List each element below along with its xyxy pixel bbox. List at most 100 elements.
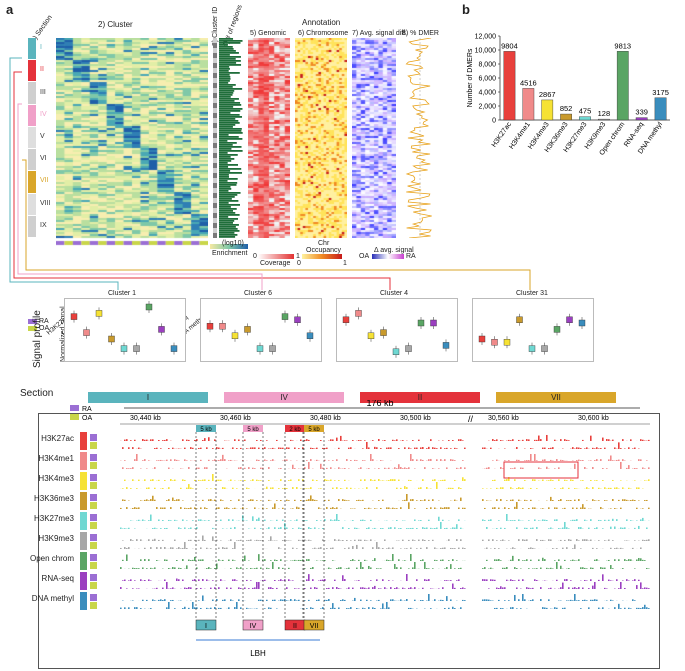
signal-bar: [178, 460, 180, 461]
signal-bar: [308, 488, 310, 489]
signal-bar: [564, 439, 566, 441]
signal-bar: [572, 548, 574, 549]
signal-bar: [168, 467, 170, 469]
signal-bar: [634, 480, 636, 481]
boxplot-box: [503, 339, 511, 346]
signal-bar: [576, 460, 578, 461]
signal-bar: [186, 587, 188, 589]
signal-bar: [638, 500, 640, 501]
signal-bar: [256, 567, 258, 569]
signal-bar: [338, 447, 340, 449]
bottom-section-box: [303, 619, 325, 631]
signal-bar: [448, 607, 450, 609]
signal-bar: [148, 520, 150, 521]
signal-bar: [234, 439, 236, 441]
signal-bar: [380, 588, 382, 589]
signal-bar: [332, 439, 334, 441]
signal-bar: [442, 547, 444, 549]
signal-bar: [422, 587, 424, 589]
header-avg-signal: 7) Avg. signal diff.: [352, 30, 407, 37]
signal-bar: [414, 540, 416, 541]
signal-bar: [250, 499, 252, 501]
signal-bar: [484, 579, 486, 581]
avg-signal-label: Δ avg. signal: [374, 247, 414, 254]
signal-bar: [420, 547, 422, 549]
signal-bar: [164, 559, 166, 561]
regions-bar: [219, 164, 239, 166]
signal-bar: [546, 466, 548, 469]
dmer-polyline: [405, 38, 432, 238]
signal-bar: [190, 527, 192, 529]
signal-bar: [200, 447, 202, 449]
signal-bar: [368, 565, 370, 569]
cluster-id-block: [213, 83, 217, 88]
signal-bar: [170, 459, 172, 461]
cluster-id-block: [213, 203, 217, 208]
regions-bar-chart: [219, 38, 243, 238]
signal-bar: [436, 560, 438, 561]
signal-bar: [554, 519, 556, 521]
signal-bar: [512, 439, 514, 441]
signal-bar: [612, 600, 614, 601]
signal-bar: [384, 587, 386, 589]
avg-signal-heatmap: [352, 38, 396, 238]
signal-bar: [164, 599, 166, 601]
bar-value-label: 9813: [614, 41, 631, 50]
track-color-swatch: [80, 552, 87, 570]
signal-bar: [344, 468, 346, 469]
legend-ra: RA: [82, 406, 92, 413]
signal-bar: [548, 588, 550, 589]
signal-bar: [338, 607, 340, 609]
cluster-id-block: [213, 133, 217, 138]
signal-bar: [520, 467, 522, 469]
signal-bar: [584, 448, 586, 449]
signal-bar: [296, 519, 298, 521]
signal-bar: [580, 567, 582, 569]
signal-bar: [404, 486, 406, 489]
regions-bar: [219, 86, 233, 88]
signal-bar: [346, 459, 348, 461]
signal-bar: [310, 459, 312, 461]
signal-bar: [464, 588, 466, 589]
signal-bar: [364, 520, 366, 521]
signal-bar: [350, 447, 352, 449]
signal-bar: [540, 439, 542, 441]
boxplot-box: [516, 316, 523, 323]
signal-bar: [440, 447, 442, 449]
signal-bar: [238, 467, 240, 469]
signal-bar: [510, 487, 512, 489]
signal-bar: [634, 579, 636, 581]
regions-bar: [219, 180, 228, 182]
track-ra-swatch: [90, 594, 97, 601]
signal-bar: [490, 488, 492, 489]
signal-bar: [634, 500, 636, 501]
signal-bar: [594, 528, 596, 529]
signal-bar: [204, 507, 206, 509]
signal-bar: [378, 599, 380, 601]
signal-bar: [160, 507, 162, 509]
signal-bar: [402, 520, 404, 521]
signal-bar: [172, 587, 174, 589]
signal-bar: [404, 447, 406, 449]
signal-bar: [644, 587, 646, 589]
signal-bar: [194, 539, 196, 541]
section-bands: I IV II VII: [0, 392, 685, 412]
track-color-swatch: [80, 532, 87, 550]
signal-bar: [230, 568, 232, 569]
regions-bar: [219, 68, 230, 70]
signal-bar: [350, 487, 352, 489]
signal-bar: [128, 607, 130, 609]
regions-bar: [219, 230, 240, 232]
signal-bar: [592, 447, 594, 449]
genomic-hm-canvas: [248, 38, 290, 238]
signal-bar: [252, 447, 254, 449]
signal-bar: [364, 440, 366, 441]
signal-bar: [644, 560, 646, 561]
regions-bar: [219, 60, 241, 62]
regions-bar: [219, 166, 229, 168]
signal-bar: [630, 500, 632, 501]
signal-bar: [636, 520, 638, 521]
signal-bar: [246, 487, 248, 489]
signal-bar: [444, 608, 446, 609]
signal-bar: [422, 539, 424, 541]
